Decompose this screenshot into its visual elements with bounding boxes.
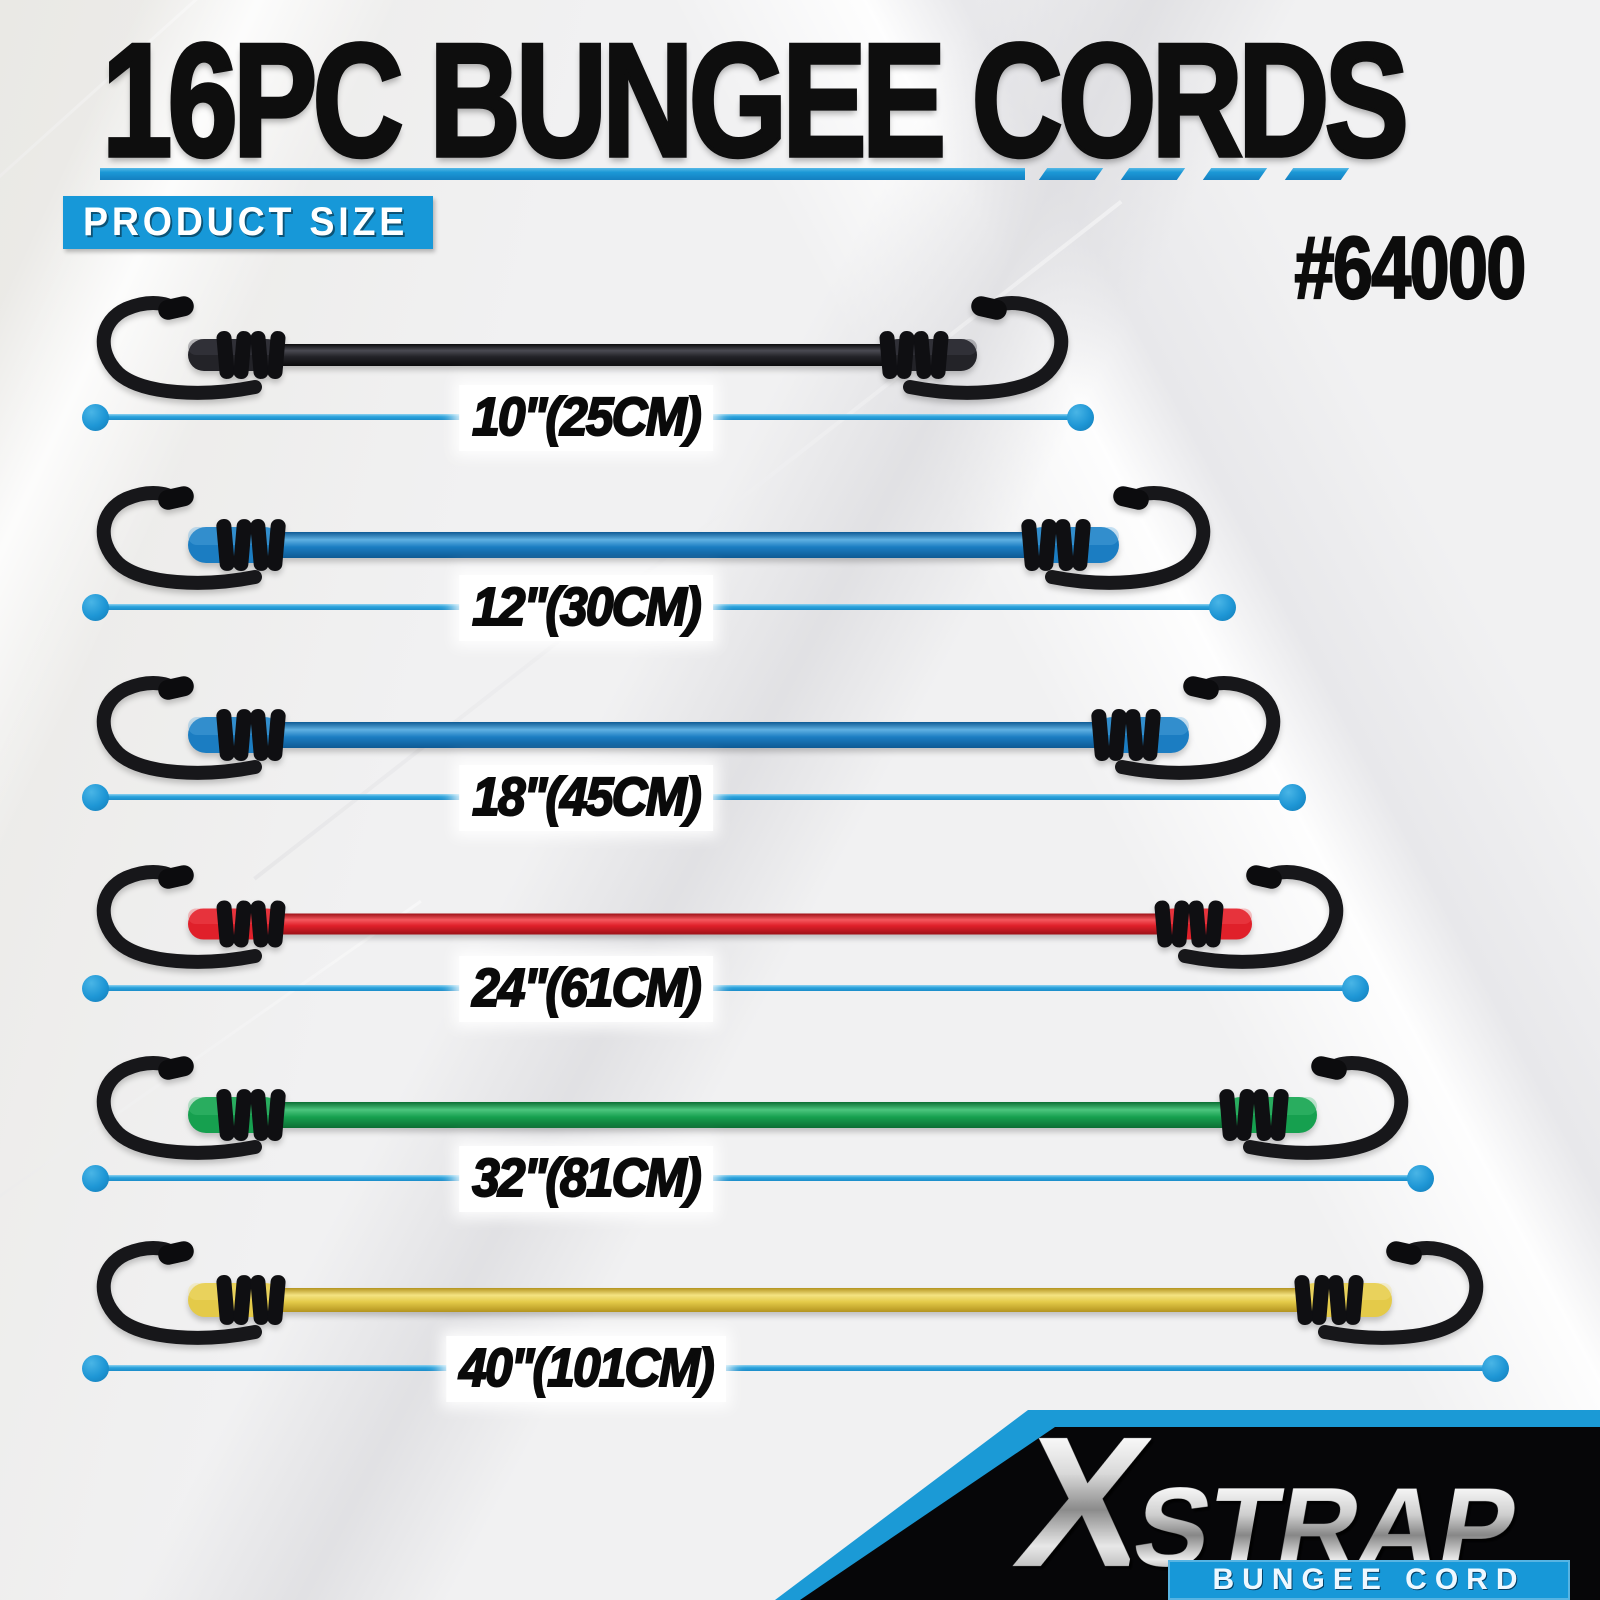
measure-dot-12in-right [1208, 593, 1236, 621]
size-label-18in: 18"(45CM) [459, 765, 713, 831]
size-label-40in: 40"(101CM) [446, 1336, 726, 1402]
measure-dot-18in-right [1278, 783, 1306, 811]
measure-dot-10in-left [81, 403, 109, 431]
measure-line-40in [95, 1365, 1495, 1371]
size-label-24in: 24"(61CM) [459, 956, 713, 1022]
measure-dot-10in-right [1066, 403, 1094, 431]
product-size-label: PRODUCT SIZE [83, 200, 409, 244]
measure-dot-18in-left [81, 783, 109, 811]
underline-dash [1284, 168, 1350, 180]
page-title: 16PC BUNGEE CORDS [100, 10, 1410, 191]
measure-dot-24in-left [81, 974, 109, 1002]
measure-dot-32in-left [81, 1164, 109, 1192]
measure-dot-40in-right [1481, 1354, 1509, 1382]
measure-dot-12in-left [81, 593, 109, 621]
measure-dot-32in-right [1406, 1164, 1434, 1192]
bungee-cord-24in-red [96, 865, 1344, 969]
underline-dash [1120, 168, 1186, 180]
brand-logo: X STRAP [1004, 1399, 1532, 1600]
product-size-badge: PRODUCT SIZE [63, 196, 433, 249]
size-label-10in: 10"(25CM) [459, 385, 713, 451]
bungee-cord-32in-green [96, 1056, 1409, 1160]
measure-line-24in [95, 985, 1355, 991]
bungee-cord-40in-yellow [96, 1241, 1484, 1345]
underline-dash [1202, 168, 1268, 180]
brand-subtitle-box: BUNGEE CORD [1168, 1560, 1570, 1600]
measure-line-32in [95, 1175, 1420, 1181]
title-underline [100, 168, 1025, 180]
size-label-32in: 32"(81CM) [459, 1146, 713, 1212]
underline-dash [1038, 168, 1104, 180]
bungee-cord-18in-blue [96, 676, 1281, 780]
brand-banner-shape [775, 1410, 1600, 1600]
size-label-12in: 12"(30CM) [459, 575, 713, 641]
measure-dot-40in-left [81, 1354, 109, 1382]
bungee-cord-10in-black [96, 296, 1069, 400]
measure-dot-24in-right [1341, 974, 1369, 1002]
model-number: #64000 [1294, 218, 1528, 318]
bungee-cord-12in-blue [96, 486, 1211, 590]
brand-subtitle: BUNGEE CORD [1212, 1563, 1526, 1596]
